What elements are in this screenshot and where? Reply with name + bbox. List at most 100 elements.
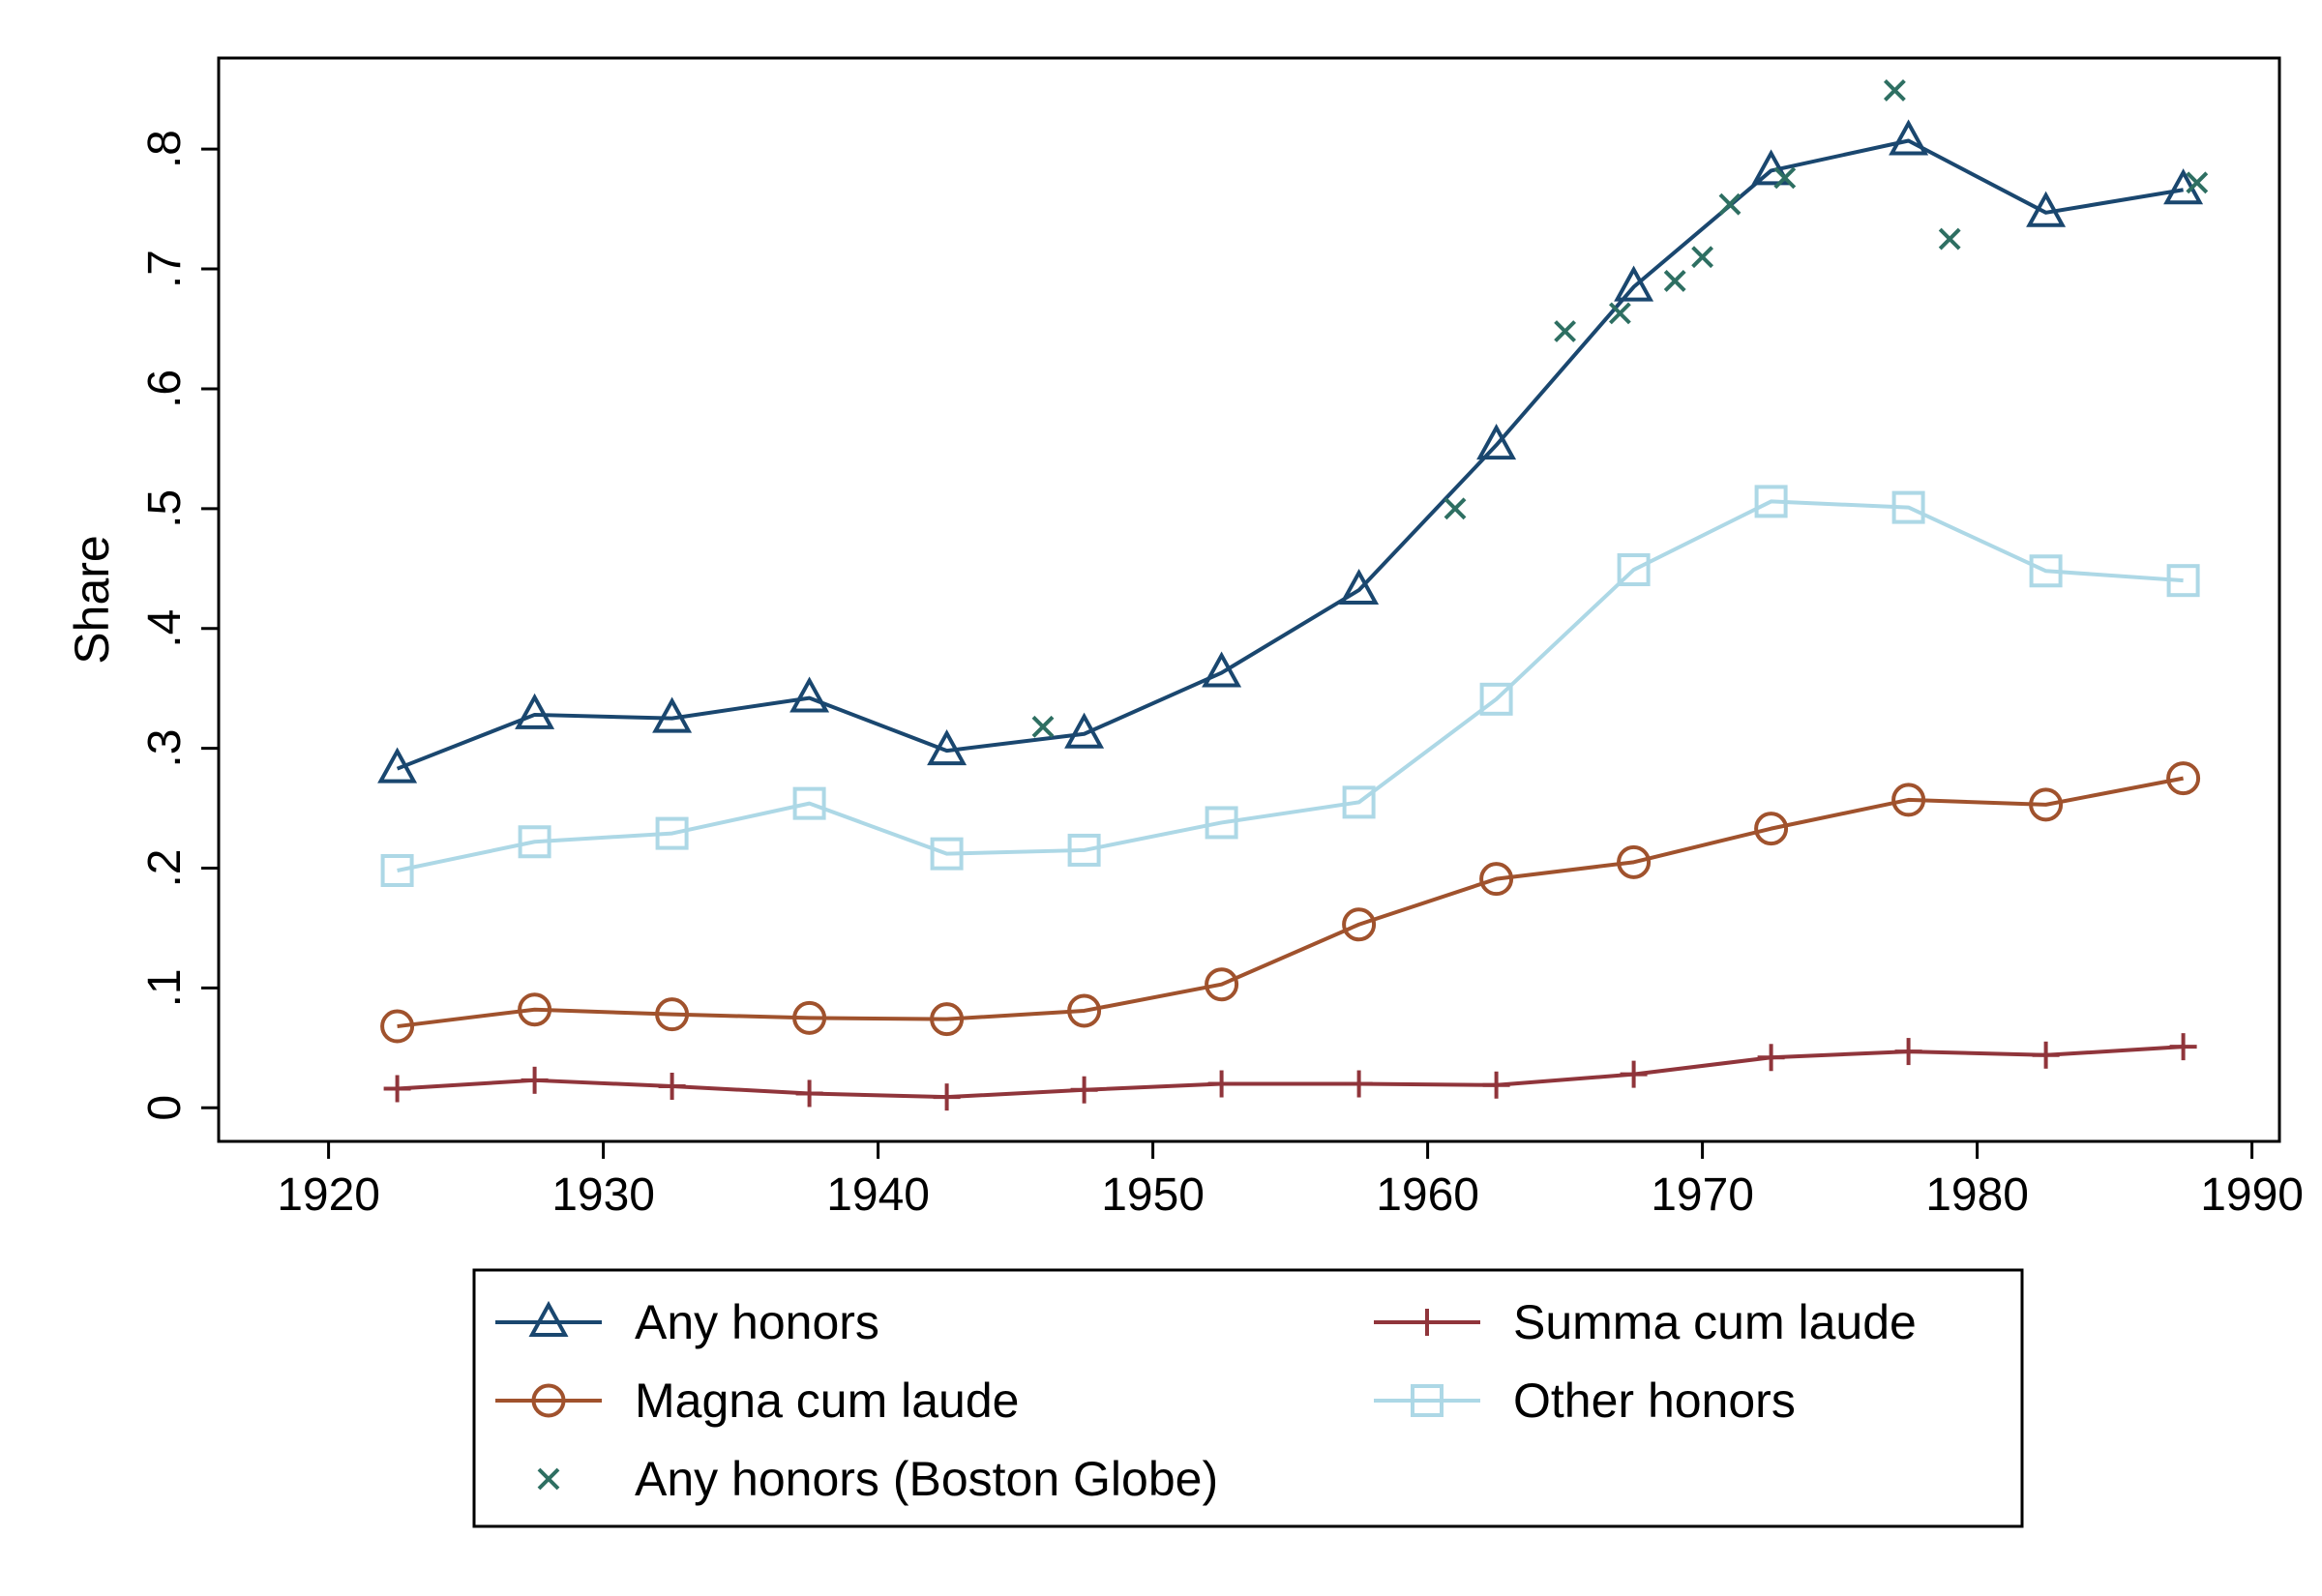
x-tick-label: 1960 bbox=[1376, 1169, 1479, 1221]
data-point bbox=[655, 816, 689, 850]
data-point bbox=[2186, 171, 2209, 194]
data-point bbox=[1031, 715, 1055, 738]
legend-label: Other honors bbox=[1513, 1374, 1796, 1428]
data-point bbox=[1751, 149, 1792, 186]
legend-swatch-marker bbox=[1414, 1309, 1441, 1336]
y-tick-label: .4 bbox=[139, 609, 191, 648]
series-line bbox=[397, 1045, 2184, 1100]
series-line bbox=[397, 499, 2184, 872]
data-point bbox=[1064, 712, 1105, 749]
data-point bbox=[930, 837, 964, 871]
data-point bbox=[1070, 1076, 1098, 1104]
plot-frame bbox=[217, 56, 2281, 1143]
data-point bbox=[1202, 651, 1242, 688]
data-point bbox=[2026, 191, 2067, 227]
data-point bbox=[521, 1066, 549, 1094]
y-tick-label: .6 bbox=[139, 369, 191, 408]
data-point bbox=[2166, 564, 2200, 598]
legend-box bbox=[472, 1268, 2024, 1528]
data-point bbox=[1608, 302, 1631, 325]
y-tick-label: .2 bbox=[139, 849, 191, 888]
data-point bbox=[1482, 1071, 1510, 1099]
data-point bbox=[1067, 833, 1101, 867]
legend-label: Any honors bbox=[635, 1295, 879, 1349]
x-tick-label: 1990 bbox=[2200, 1169, 2304, 1221]
data-point bbox=[933, 1083, 961, 1111]
data-point bbox=[789, 676, 830, 713]
x-tick-label: 1970 bbox=[1651, 1169, 1754, 1221]
data-point bbox=[2029, 787, 2064, 822]
data-point bbox=[1894, 1038, 1922, 1066]
data-point bbox=[795, 1079, 823, 1108]
data-point bbox=[1479, 862, 1514, 897]
series-x bbox=[1031, 79, 2209, 738]
data-point bbox=[383, 1075, 411, 1103]
data-point bbox=[927, 728, 968, 766]
data-point bbox=[1620, 1060, 1648, 1088]
series-square bbox=[380, 485, 2200, 887]
data-point bbox=[1345, 1070, 1373, 1098]
data-point bbox=[1205, 806, 1238, 840]
data-point bbox=[1883, 79, 1906, 102]
legend-item: Magna cum laude bbox=[495, 1374, 1019, 1428]
legend-item: Summa cum laude bbox=[1374, 1295, 1917, 1349]
series-line bbox=[396, 138, 2184, 771]
data-point bbox=[1479, 682, 1513, 716]
data-point bbox=[1754, 812, 1789, 846]
data-point bbox=[1476, 424, 1517, 460]
legend: Any honors Summa cum laude Magna cum laude… bbox=[495, 1295, 1917, 1506]
axes: 1920 1930 1940 1950 1960 1970 1980 1990 0 .1 .2 .3.… bbox=[139, 130, 2304, 1221]
legend-item: Any honors bbox=[495, 1295, 879, 1349]
data-point bbox=[377, 747, 418, 783]
data-point bbox=[1207, 1070, 1235, 1098]
data-point bbox=[1891, 783, 1926, 817]
series-circle bbox=[380, 761, 2201, 1044]
x-tick-label: 1930 bbox=[551, 1169, 655, 1221]
data-point bbox=[380, 854, 414, 887]
data-point bbox=[1205, 967, 1239, 1002]
legend-label: Summa cum laude bbox=[1513, 1295, 1917, 1349]
legend-swatch-marker bbox=[531, 1383, 566, 1418]
data-point bbox=[2029, 554, 2063, 588]
data-point bbox=[1718, 192, 1742, 216]
x-tick-label: 1980 bbox=[1925, 1169, 2029, 1221]
data-point bbox=[792, 1000, 827, 1035]
legend-label: Any honors (Boston Globe) bbox=[635, 1452, 1218, 1506]
legend-label: Magna cum laude bbox=[635, 1374, 1019, 1428]
series-triangle bbox=[377, 119, 2204, 783]
legend-swatch-marker bbox=[537, 1467, 560, 1491]
data-point bbox=[652, 696, 693, 733]
data-point bbox=[1773, 166, 1797, 190]
data-point bbox=[1339, 568, 1380, 606]
data-point bbox=[1891, 490, 1925, 524]
data-point bbox=[655, 997, 690, 1032]
data-point bbox=[1754, 485, 1788, 518]
y-tick-label: .5 bbox=[139, 489, 191, 528]
legend-item: Any honors (Boston Globe) bbox=[537, 1452, 1218, 1506]
data-point bbox=[380, 1009, 415, 1044]
series-plus bbox=[383, 1033, 2197, 1111]
data-point bbox=[1342, 785, 1376, 819]
data-point bbox=[1444, 497, 1467, 520]
data-point bbox=[1691, 246, 1714, 269]
data-point bbox=[1617, 844, 1652, 879]
x-tick-label: 1940 bbox=[826, 1169, 930, 1221]
series-line bbox=[397, 776, 2184, 1029]
data-point bbox=[2032, 1041, 2060, 1069]
data-point bbox=[515, 693, 555, 729]
legend-item: Other honors bbox=[1374, 1374, 1796, 1428]
y-tick-label: .1 bbox=[139, 968, 191, 1007]
data-point bbox=[1067, 993, 1102, 1028]
x-tick-label: 1950 bbox=[1101, 1169, 1205, 1221]
y-axis-label: Share bbox=[65, 535, 119, 664]
y-tick-label: .7 bbox=[139, 250, 191, 288]
x-tick-label: 1920 bbox=[277, 1169, 380, 1221]
data-point bbox=[518, 825, 551, 859]
data-point bbox=[658, 1073, 686, 1101]
data-point bbox=[1938, 227, 1961, 251]
data-point bbox=[1757, 1044, 1785, 1072]
legend-swatch-marker bbox=[1411, 1384, 1444, 1417]
data-point bbox=[1617, 553, 1651, 587]
y-tick-label: .3 bbox=[139, 729, 191, 768]
